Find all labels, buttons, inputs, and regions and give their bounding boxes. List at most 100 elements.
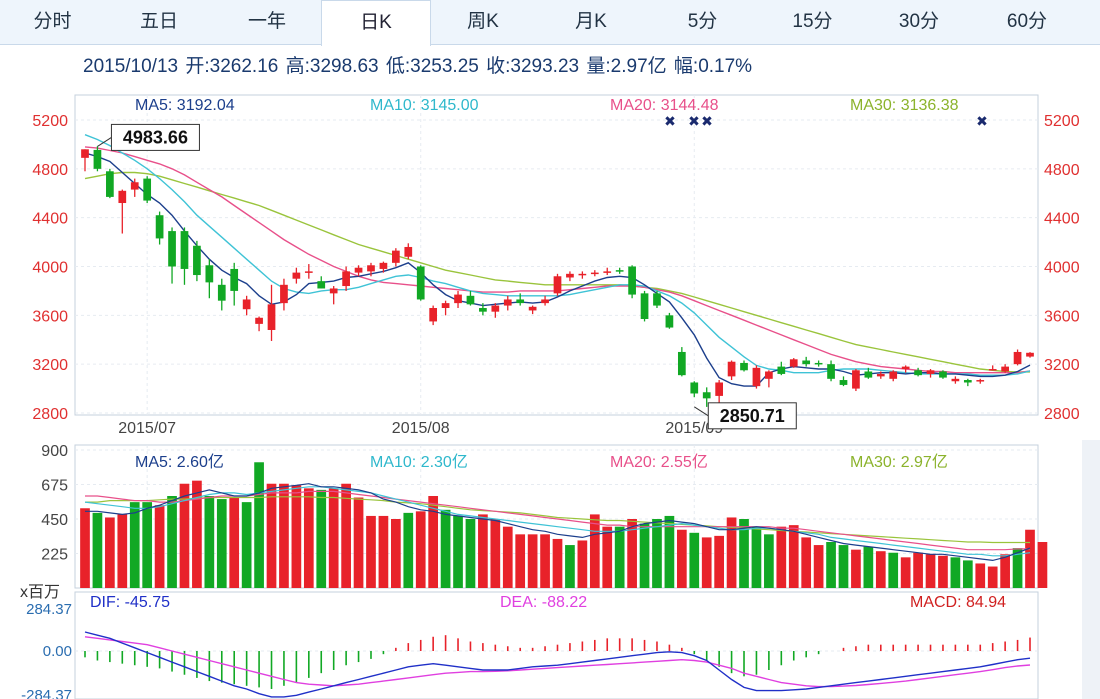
volume-bar xyxy=(602,526,613,588)
candle-body xyxy=(715,382,723,396)
volume-bar xyxy=(204,496,215,588)
price-tick-label: 4800 xyxy=(1044,162,1080,179)
volume-bar xyxy=(490,519,501,588)
volume-bar xyxy=(776,526,787,588)
volume-bar xyxy=(316,489,327,588)
volume-bar xyxy=(478,514,488,588)
tab-weekly-k[interactable]: 周K xyxy=(467,11,499,32)
volume-bar xyxy=(714,535,724,588)
info-high: 高:3298.63 xyxy=(285,56,379,77)
candle-body xyxy=(416,266,425,300)
extreme-value-box xyxy=(110,123,200,151)
volume-bar xyxy=(1000,554,1010,588)
price-tick-label: 4000 xyxy=(1044,260,1080,277)
candle-body xyxy=(292,272,301,279)
volume-bar xyxy=(105,517,115,588)
volume-bar xyxy=(962,560,973,588)
ohlc-info-bar: 2015/10/13 开:3262.16 高:3298.63 低:3253.25… xyxy=(0,50,1100,84)
candle-body xyxy=(963,380,972,383)
candle-body xyxy=(441,303,450,309)
volume-bar xyxy=(614,526,625,588)
tab-15min[interactable]: 15分 xyxy=(792,11,833,32)
price-ma30-line xyxy=(84,171,1031,373)
candle-body xyxy=(789,359,798,367)
dea-label: DEA: -88.22 xyxy=(500,594,587,611)
macd-axis: 284.37 0.00 -284.37 xyxy=(21,601,1038,699)
price-ma10-line xyxy=(84,134,1031,376)
date-axis: 2015/07 2015/08 2015/09 xyxy=(118,420,723,437)
volume-bar xyxy=(838,545,849,588)
price-ma5-label: MA5: 3192.04 xyxy=(135,97,235,114)
info-open: 开:3262.16 xyxy=(185,56,279,77)
volume-tick-label: 900 xyxy=(41,443,68,460)
volume-bar xyxy=(465,519,476,588)
volume-bar xyxy=(80,508,90,588)
volume-bar xyxy=(565,545,575,588)
candle-body xyxy=(976,380,985,382)
price-grid xyxy=(75,95,1038,415)
volume-bar xyxy=(328,488,339,588)
candle-body xyxy=(93,149,102,169)
tab-monthly-k[interactable]: 月K xyxy=(575,11,607,32)
volume-axis: 900 675 450 225 xyxy=(41,443,68,564)
price-panel-frame xyxy=(74,94,1039,416)
candle-body xyxy=(168,231,176,267)
macd-label: MACD: 84.94 xyxy=(910,594,1006,611)
tab-60min[interactable]: 60分 xyxy=(1006,11,1048,32)
candle-body xyxy=(852,370,860,389)
volume-bar xyxy=(938,555,948,588)
volume-bar xyxy=(925,554,936,588)
candle-body xyxy=(304,271,313,273)
volume-bar xyxy=(589,514,600,588)
info-date: 2015/10/13 xyxy=(83,56,179,77)
vol-ma5-line xyxy=(85,483,1031,562)
volume-bar xyxy=(192,480,202,588)
candle-body xyxy=(889,371,898,379)
candle-body xyxy=(155,215,164,239)
candle-body xyxy=(454,294,462,304)
volume-unit-label: x百万 xyxy=(20,584,60,601)
candle-body xyxy=(727,361,736,377)
info-change: 幅:0.17% xyxy=(673,56,753,77)
candle-body xyxy=(130,182,139,190)
volume-bar xyxy=(415,511,426,588)
event-marker-icon: ✖ xyxy=(664,113,676,129)
price-tick-label: 5200 xyxy=(1044,113,1080,130)
volume-bar xyxy=(279,483,289,588)
macd-tick-label: -284.37 xyxy=(21,687,72,699)
volume-bar xyxy=(366,515,376,588)
volume-bar xyxy=(527,534,538,588)
volume-bar xyxy=(726,517,737,588)
volume-bar xyxy=(863,546,874,588)
candle-body xyxy=(740,362,748,371)
tab-30min[interactable]: 30分 xyxy=(898,11,940,32)
tab-one-year[interactable]: 一年 xyxy=(247,11,286,32)
price-tick-label: 4400 xyxy=(32,211,68,228)
price-tick-label: 4400 xyxy=(1044,211,1080,228)
tab-intraday[interactable]: 分时 xyxy=(33,11,72,32)
candle-body xyxy=(516,299,525,304)
volume-bar xyxy=(913,552,923,588)
price-tick-label: 2800 xyxy=(32,406,68,423)
candle-body xyxy=(242,299,251,310)
candle-body xyxy=(628,266,636,295)
volume-bar xyxy=(515,534,526,588)
dif-label: DIF: -45.75 xyxy=(90,594,170,611)
macd-panel-frame xyxy=(74,591,1039,699)
volume-bar xyxy=(764,534,774,588)
volume-bar xyxy=(378,515,389,588)
candle-body xyxy=(677,351,686,376)
candle-body xyxy=(777,366,786,374)
tab-five-day[interactable]: 五日 xyxy=(139,11,178,32)
candle-body xyxy=(839,380,848,385)
candle-body xyxy=(653,293,661,306)
candle-body xyxy=(180,231,189,269)
volume-bar xyxy=(216,499,227,588)
tab-5min[interactable]: 5分 xyxy=(687,11,718,32)
tab-daily-k[interactable]: 日K xyxy=(321,0,431,46)
volume-bar xyxy=(751,526,762,588)
candle-body xyxy=(528,306,537,311)
volume-bar xyxy=(552,538,563,588)
candle-body xyxy=(615,270,624,272)
info-close: 收:3293.23 xyxy=(486,56,580,77)
